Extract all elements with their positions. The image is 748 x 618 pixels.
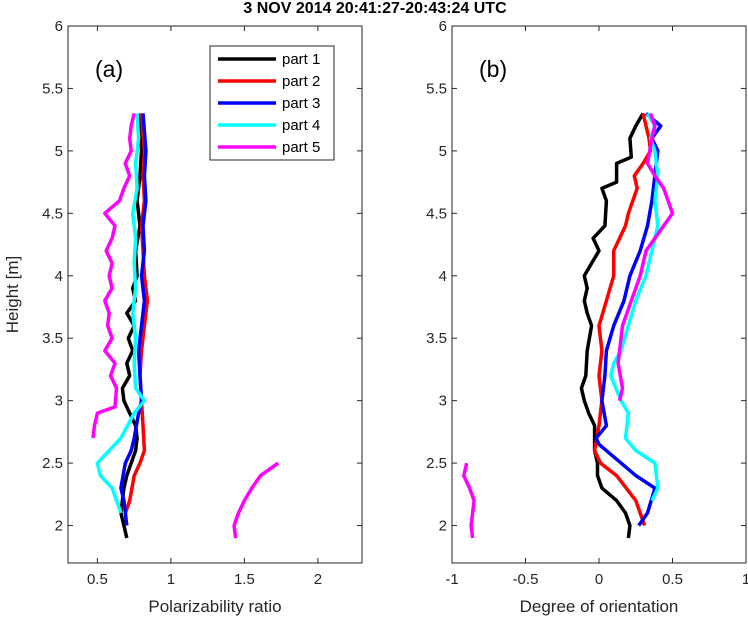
x-tick-label: 1 (742, 571, 748, 588)
y-tick-label: 2 (439, 518, 447, 535)
panel-b: -1 -0.5 0 0.5 1 2 2.5 3 3.5 4 4.5 5 5.5 6 Degree of or… (426, 18, 748, 616)
y-tick-label: 4.5 (42, 205, 63, 222)
legend-entry: part 4 (282, 117, 320, 134)
x-axis-label: Polarizability ratio (148, 597, 281, 616)
y-tick-label: 3 (439, 393, 447, 410)
panel-a: 0.5 1 1.5 2 2 2.5 3 3.5 4 4.5 5 5.5 6 Polarizability … (3, 18, 363, 616)
y-tick-label: 4 (439, 268, 447, 285)
series-line-part-5-seg1 (91, 112, 136, 439)
y-tick-label: 2.5 (42, 455, 63, 472)
y-tick-label: 3.5 (42, 330, 63, 347)
y-tick-label: 5 (55, 143, 63, 160)
y-tick-label: 4.5 (426, 205, 447, 222)
y-tick-label: 5 (439, 143, 447, 160)
series-group (462, 112, 675, 539)
series-line-part-4 (609, 112, 660, 502)
panel-label: (b) (479, 56, 507, 82)
panel-label: (a) (95, 56, 123, 82)
y-tick-label: 5.5 (42, 80, 63, 97)
series-line-part-5-seg1 (462, 462, 476, 539)
legend-entry: part 1 (282, 51, 320, 68)
y-tick-label: 6 (439, 18, 447, 35)
x-tick-label: 2 (314, 571, 322, 588)
x-axis-label: Degree of orientation (520, 597, 679, 616)
series-line-part-5-seg2 (616, 112, 675, 402)
series-line-part-1 (579, 112, 645, 539)
y-tick-label: 5.5 (426, 80, 447, 97)
y-tick-label: 2 (55, 518, 63, 535)
x-tick-label: -1 (445, 571, 458, 588)
y-tick-label: 3.5 (426, 330, 447, 347)
x-tick-label: 1 (167, 571, 175, 588)
x-tick-label: 1.5 (234, 571, 255, 588)
y-axis-label: Height [m] (3, 256, 22, 333)
legend-entry: part 3 (282, 95, 320, 112)
legend: part 1 part 2 part 3 part 4 part 5 (209, 45, 335, 161)
series-group (91, 112, 280, 539)
legend-entry: part 2 (282, 73, 320, 90)
x-tick-label: 0 (595, 571, 603, 588)
y-tick-label: 6 (55, 18, 63, 35)
figure-title: 3 NOV 2014 20:41:27-20:43:24 UTC (243, 0, 507, 17)
series-line-part-4 (95, 113, 147, 514)
series-line-part-5-seg2 (232, 461, 280, 539)
y-tick-label: 4 (55, 268, 63, 285)
y-tick-label: 3 (55, 393, 63, 410)
y-tick-label: 2.5 (426, 455, 447, 472)
legend-entry: part 5 (282, 139, 320, 156)
x-tick-label: -0.5 (513, 571, 539, 588)
series-line-part-3 (119, 113, 148, 526)
x-tick-label: 0.5 (662, 571, 683, 588)
x-tick-label: 0.5 (87, 571, 108, 588)
series-line-part-2 (592, 113, 653, 527)
series-line-part-1 (119, 113, 144, 539)
